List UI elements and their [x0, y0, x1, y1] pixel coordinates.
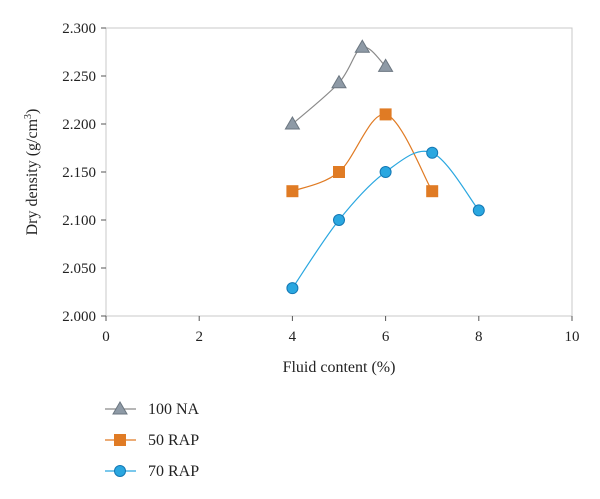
x-tick-label: 4 — [289, 329, 297, 345]
y-axis-title-unit-exponent: 3 — [23, 114, 34, 119]
x-tick-label: 0 — [102, 329, 110, 345]
y-tick-label: 2.150 — [62, 165, 96, 181]
data-point — [331, 74, 347, 89]
y-tick-label: 2.200 — [62, 117, 96, 133]
x-axis-title: Fluid content (%) — [283, 359, 396, 376]
data-point — [426, 146, 439, 159]
y-tick-label: 2.000 — [62, 309, 96, 325]
y-axis: 2.000 2.050 2.100 2.150 2.200 2.250 2.300 — [62, 21, 106, 325]
legend-label: 100 NA — [148, 401, 200, 418]
legend-item: 70 RAP — [105, 463, 199, 480]
series-layer — [284, 39, 485, 295]
series-2 — [286, 108, 439, 198]
data-point — [284, 116, 301, 130]
legend-item: 100 NA — [105, 401, 200, 418]
x-tick-label: 6 — [382, 329, 390, 345]
data-point — [333, 214, 345, 226]
legend-marker — [112, 401, 128, 415]
series-3 — [286, 146, 485, 295]
legend-label: 70 RAP — [148, 463, 199, 480]
data-point — [379, 108, 392, 121]
legend-item: 50 RAP — [105, 432, 199, 449]
data-point — [472, 204, 485, 217]
y-tick-label: 2.050 — [62, 261, 96, 277]
legend-marker — [114, 465, 126, 477]
data-point — [286, 282, 299, 295]
x-tick-label: 2 — [195, 329, 203, 345]
y-tick-label: 2.100 — [62, 213, 96, 229]
data-point — [377, 58, 394, 72]
data-point — [286, 185, 299, 198]
series-line — [292, 113, 433, 192]
x-tick-label: 10 — [565, 329, 580, 345]
y-axis-title-main: Dry density (g/cm — [24, 118, 41, 235]
legend: 100 NA 50 RAP 70 RAP — [105, 401, 200, 480]
x-tick-label: 8 — [475, 329, 483, 345]
series-line — [292, 46, 387, 125]
legend-marker — [114, 434, 126, 446]
legend-label: 50 RAP — [148, 432, 199, 449]
data-point — [354, 39, 371, 53]
data-point — [426, 185, 439, 198]
y-tick-label: 2.250 — [62, 69, 96, 85]
y-axis-title: Dry density (g/cm3) — [23, 109, 41, 236]
x-axis: 0 2 4 6 8 10 — [102, 316, 580, 345]
y-axis-title-close: ) — [24, 109, 41, 114]
data-point — [379, 166, 392, 178]
data-point — [333, 166, 345, 178]
y-tick-label: 2.300 — [62, 21, 96, 37]
series-1 — [284, 39, 394, 130]
